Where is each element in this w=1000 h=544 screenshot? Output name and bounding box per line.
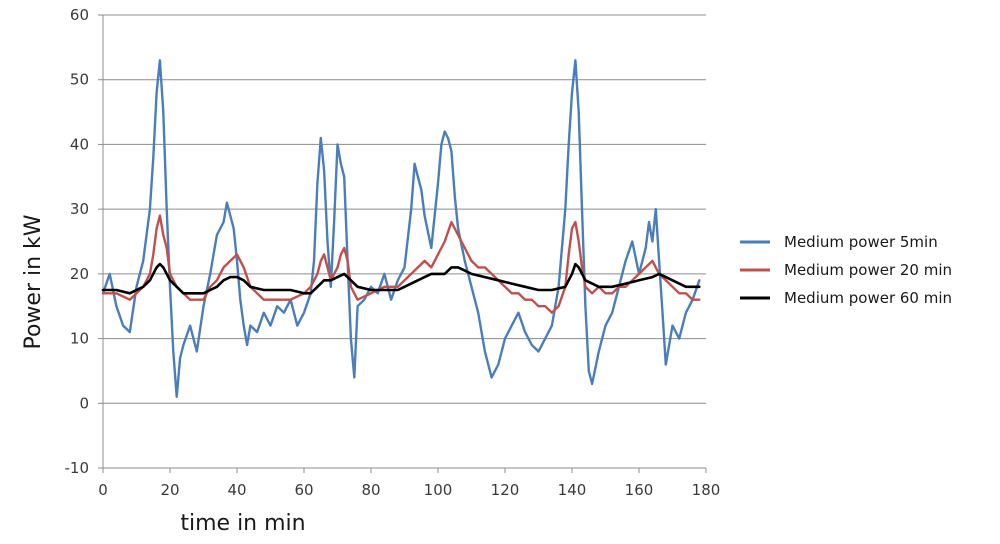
y-tick-label: -10 [65,459,90,477]
legend: Medium power 5min Medium power 20 min Medi… [740,233,952,307]
x-tick-label: 40 [227,481,246,499]
y-axis-title: Power in kW [21,214,46,349]
series-lines [101,59,701,398]
x-axis-title: time in min [180,511,305,536]
y-tick-label: 0 [79,394,89,412]
x-tick-label: 140 [558,481,587,499]
x-tick-label: 180 [692,481,721,499]
series-line-1 [101,59,701,398]
x-tick-label: 80 [361,481,380,499]
gridlines [103,14,706,469]
y-tick-label: 30 [70,200,89,218]
x-tick-label: 60 [294,481,313,499]
x-tick-label: 100 [424,481,453,499]
y-tick-label: 20 [70,265,89,283]
series-line-2 [101,214,701,314]
x-tick-label: 120 [491,481,520,499]
x-tick-label: 20 [160,481,179,499]
legend-label-2: Medium power 20 min [784,261,952,279]
y-tick-label: 40 [70,135,89,153]
legend-label-1: Medium power 5min [784,233,938,251]
series-line-3 [101,262,701,295]
y-tick-label: 10 [70,330,89,348]
x-tick-label: 0 [98,481,108,499]
x-tick-label: 160 [625,481,654,499]
y-tick-label: 50 [70,71,89,89]
y-tick-label: 60 [70,6,89,24]
legend-label-3: Medium power 60 min [784,289,952,307]
tick-labels: -10 0 10 20 30 40 50 60 0 20 40 60 80 100 120 140 160 180 [65,6,721,499]
axes [98,14,707,473]
